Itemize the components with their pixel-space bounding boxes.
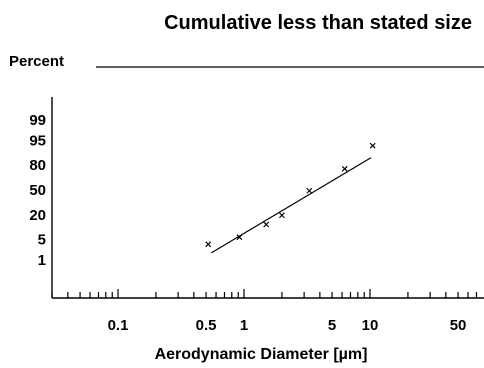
x-tick-label: 5 [328, 317, 336, 334]
x-tick-label: 1 [240, 317, 248, 334]
y-tick-label: 99 [29, 112, 46, 129]
x-tick-label: 10 [362, 317, 379, 334]
y-ticks: 99 95 80 50 20 5 1 [29, 112, 46, 269]
data-points [205, 142, 376, 248]
x-axis-label: Aerodynamic Diameter [µm] [155, 346, 368, 363]
data-point [341, 165, 348, 172]
data-point [369, 142, 376, 149]
data-point [263, 221, 270, 228]
x-tick-label: 50 [450, 317, 467, 334]
y-tick-label: 95 [29, 133, 46, 150]
x-ticks: 0.1 0.5 1 5 10 50 [108, 317, 467, 334]
y-tick-label: 5 [38, 231, 46, 248]
data-point [306, 187, 313, 194]
x-tick-label: 0.1 [108, 317, 129, 334]
chart-title: Cumulative less than stated size [164, 12, 472, 34]
data-point [236, 234, 243, 241]
x-minor-ticks [51, 289, 478, 298]
y-tick-label: 20 [29, 207, 46, 224]
y-tick-label: 1 [38, 252, 46, 269]
y-tick-label: 80 [29, 157, 46, 174]
y-axis-label: Percent [9, 53, 64, 70]
x-tick-label: 0.5 [196, 317, 217, 334]
fit-line [210, 157, 372, 254]
data-point [279, 212, 285, 219]
y-tick-label: 50 [29, 182, 46, 199]
data-point [205, 241, 212, 248]
